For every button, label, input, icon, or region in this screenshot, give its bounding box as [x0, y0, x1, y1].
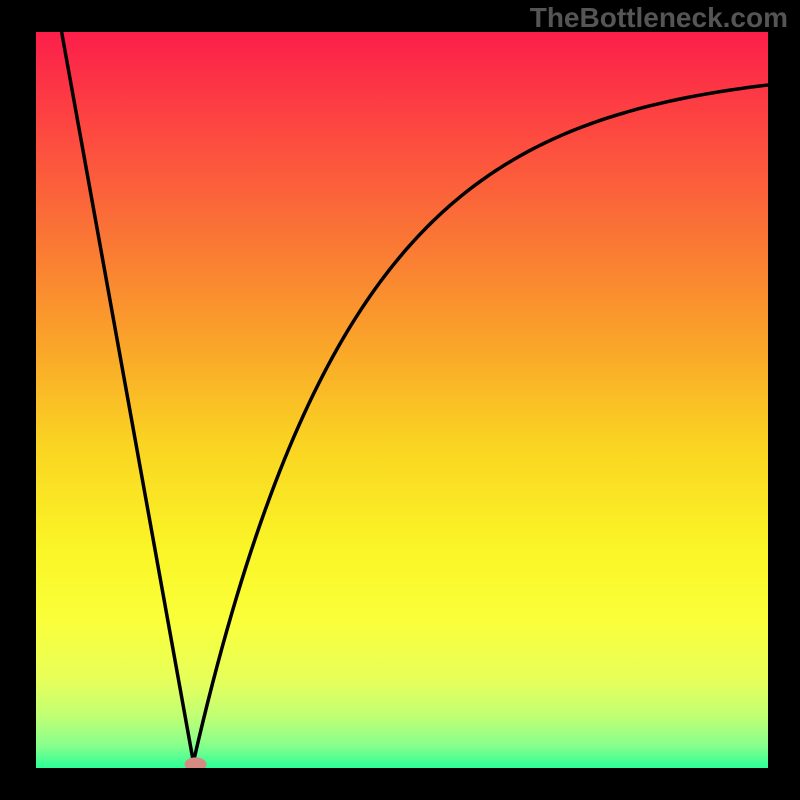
bottleneck-curve — [36, 32, 768, 768]
frame-right — [768, 0, 800, 800]
frame-bottom — [0, 768, 800, 800]
plot-area — [36, 32, 768, 768]
frame-left — [0, 0, 36, 800]
chart-container: TheBottleneck.com — [0, 0, 800, 800]
watermark-text: TheBottleneck.com — [530, 2, 788, 34]
bottleneck-marker — [36, 32, 768, 768]
